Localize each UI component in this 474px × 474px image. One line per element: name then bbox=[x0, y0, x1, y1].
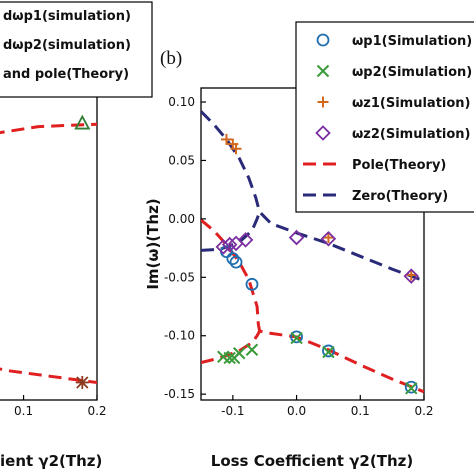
legend-b-label-5: Zero(Theory) bbox=[352, 189, 448, 204]
y-axis-title-b: Im(ω)(Thz) bbox=[144, 198, 162, 289]
marker--p1-simulation--3 bbox=[245, 277, 259, 291]
marker--p2-simulation--3 bbox=[233, 347, 246, 360]
marker--z2-simulation--1 bbox=[221, 236, 238, 253]
x-tick-label: 0.2 bbox=[87, 404, 106, 418]
legend-a-label-2: and pole(Theory) bbox=[3, 67, 129, 82]
legend-b-label-3: ωz2(Simulation) bbox=[352, 127, 471, 142]
legend-a-label-0: dωp1(simulation) bbox=[3, 9, 131, 24]
marker--z2-simulation--6 bbox=[403, 268, 420, 284]
x-tick-label: 0.1 bbox=[14, 404, 33, 418]
legend-b-marker-3 bbox=[315, 125, 331, 141]
series-line-zero-theory-lower bbox=[201, 211, 262, 252]
marker--z1-simulation--0 bbox=[220, 133, 232, 145]
marker--p1-simulation--5 bbox=[322, 344, 335, 358]
marker--p2-simulation--1 bbox=[223, 351, 236, 365]
legend-b-marker-1 bbox=[316, 64, 330, 78]
y-tick-label: 0.00 bbox=[168, 212, 195, 226]
y-tick-label: 0.05 bbox=[168, 153, 195, 167]
x-axis-title-a: ient γ2(Thz) bbox=[0, 452, 102, 470]
marker--p1-simulation--4 bbox=[290, 330, 303, 344]
legend-b-marker-0 bbox=[316, 33, 330, 47]
x-tick-label: -0.1 bbox=[221, 404, 244, 418]
marker--p2-simulation--6 bbox=[322, 345, 335, 359]
series-line-pole-theory- bbox=[0, 122, 97, 135]
panel-a-plot-area bbox=[0, 114, 97, 389]
y-tick-label: -0.10 bbox=[164, 329, 195, 343]
y-tick-label: -0.05 bbox=[164, 270, 195, 284]
series-line-zero-theory- bbox=[201, 110, 424, 283]
legend-b-label-0: ωp1(Simulation) bbox=[352, 34, 472, 49]
marker--z1-simulation--3 bbox=[322, 232, 334, 244]
marker--p2-simulation--5 bbox=[290, 331, 303, 345]
series-line-pole-theory- bbox=[201, 218, 424, 394]
y-tick-label: 0.10 bbox=[168, 95, 195, 109]
series-line-pole-theory-lower bbox=[201, 330, 261, 365]
x-tick-label: 0.0 bbox=[287, 404, 306, 418]
legend-a: dωp1(simulation) dωp2(simulation) and pole… bbox=[0, 1, 153, 98]
legend-b-box bbox=[295, 21, 474, 213]
marker--z2-simulation--0 bbox=[215, 239, 232, 255]
x-tick-label: 0.2 bbox=[414, 404, 433, 418]
marker--p2-simulation--7 bbox=[405, 382, 418, 395]
left-panel: 0.1 0.2 ient γ2(Thz) dωp1(simulation) dωp2(s… bbox=[0, 1, 153, 470]
panel-label-b: (b) bbox=[160, 48, 182, 69]
marker--z1-simulation--2 bbox=[230, 143, 242, 155]
marker--p1-simulation--6 bbox=[404, 380, 418, 394]
x-axis-title-b: Loss Coefficient γ2(Thz) bbox=[211, 452, 413, 470]
marker--z1-simulation--4 bbox=[405, 269, 417, 281]
marker--p1-simulation--1 bbox=[226, 252, 240, 266]
marker--p1-simulation--2 bbox=[229, 255, 243, 269]
legend-a-label-1: dωp2(simulation) bbox=[3, 38, 131, 53]
x-tick-label: 0.1 bbox=[351, 404, 370, 418]
legend-b-marker-2 bbox=[317, 96, 329, 108]
marker--z2-simulation--5 bbox=[320, 230, 337, 247]
panel-a-frame bbox=[0, 87, 98, 401]
marker--p1-simulation--0 bbox=[74, 114, 91, 130]
marker--z2-simulation--3 bbox=[237, 232, 254, 248]
right-panel-b: -0.1 0.0 0.1 0.2 0.10 0.05 0.00 -0.05 -0.10 -0.15… bbox=[144, 21, 474, 470]
y-tick-label: -0.15 bbox=[164, 387, 195, 401]
marker--p2-simulation--4 bbox=[245, 343, 259, 356]
panel-b-plot-area bbox=[201, 110, 424, 395]
legend-b: ωp1(Simulation) ωp2(Simulation) ωz1(Simula… bbox=[295, 21, 474, 213]
legend-b-label-4: Pole(Theory) bbox=[352, 158, 446, 173]
marker--p2-simulation--0 bbox=[75, 375, 89, 389]
marker--z2-simulation--4 bbox=[288, 229, 305, 246]
legend-b-label-1: ωp2(Simulation) bbox=[352, 65, 472, 80]
legend-a-box bbox=[0, 1, 153, 98]
legend-b-label-2: ωz1(Simulation) bbox=[352, 96, 471, 111]
